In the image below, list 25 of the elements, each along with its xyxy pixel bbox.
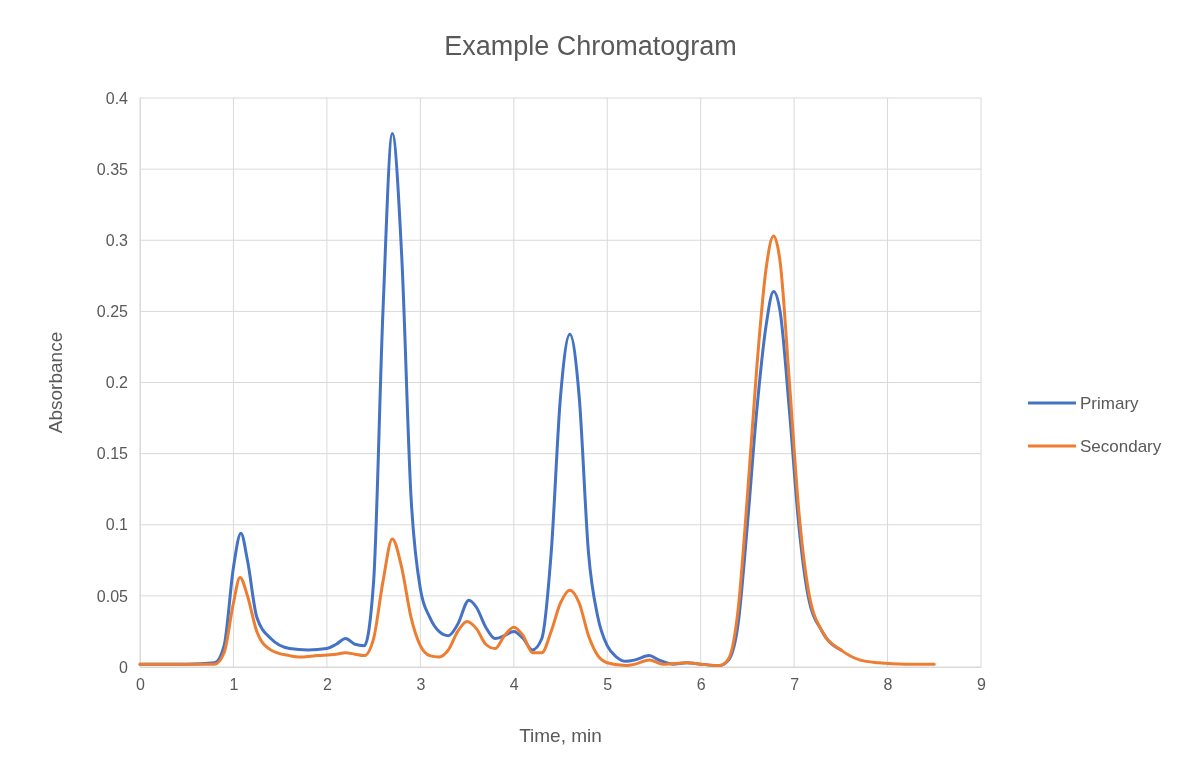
x-tick-label: 7 (790, 676, 800, 694)
y-tick-label: 0.35 (96, 160, 129, 178)
x-tick-label: 8 (883, 676, 893, 694)
y-tick-label: 0.05 (96, 587, 129, 605)
y-tick-label: 0.2 (105, 374, 129, 392)
chart-title: Example Chromatogram (444, 31, 737, 61)
y-axis-title: Absorbance (45, 331, 66, 434)
y-tick-label: 0.3 (105, 231, 129, 249)
x-tick-label: 9 (977, 676, 987, 694)
x-tick-label: 0 (136, 676, 146, 694)
y-tick-label: 0.4 (105, 89, 129, 107)
y-tick-label: 0 (119, 658, 129, 676)
x-tick-label: 2 (322, 676, 332, 694)
line-series (138, 234, 936, 668)
y-tick-label: 0.25 (96, 302, 129, 320)
x-axis-title: Time, min (519, 725, 602, 746)
legend-label: Secondary (1080, 437, 1162, 456)
x-tick-label: 3 (416, 676, 426, 694)
x-tick-label: 5 (603, 676, 613, 694)
x-tick-label: 4 (509, 676, 519, 694)
y-tick-label: 0.1 (105, 516, 129, 534)
x-tick-label: 1 (229, 676, 239, 694)
x-tick-label: 6 (696, 676, 706, 694)
y-tick-label: 0.15 (96, 445, 129, 463)
legend-label: Primary (1080, 394, 1140, 413)
